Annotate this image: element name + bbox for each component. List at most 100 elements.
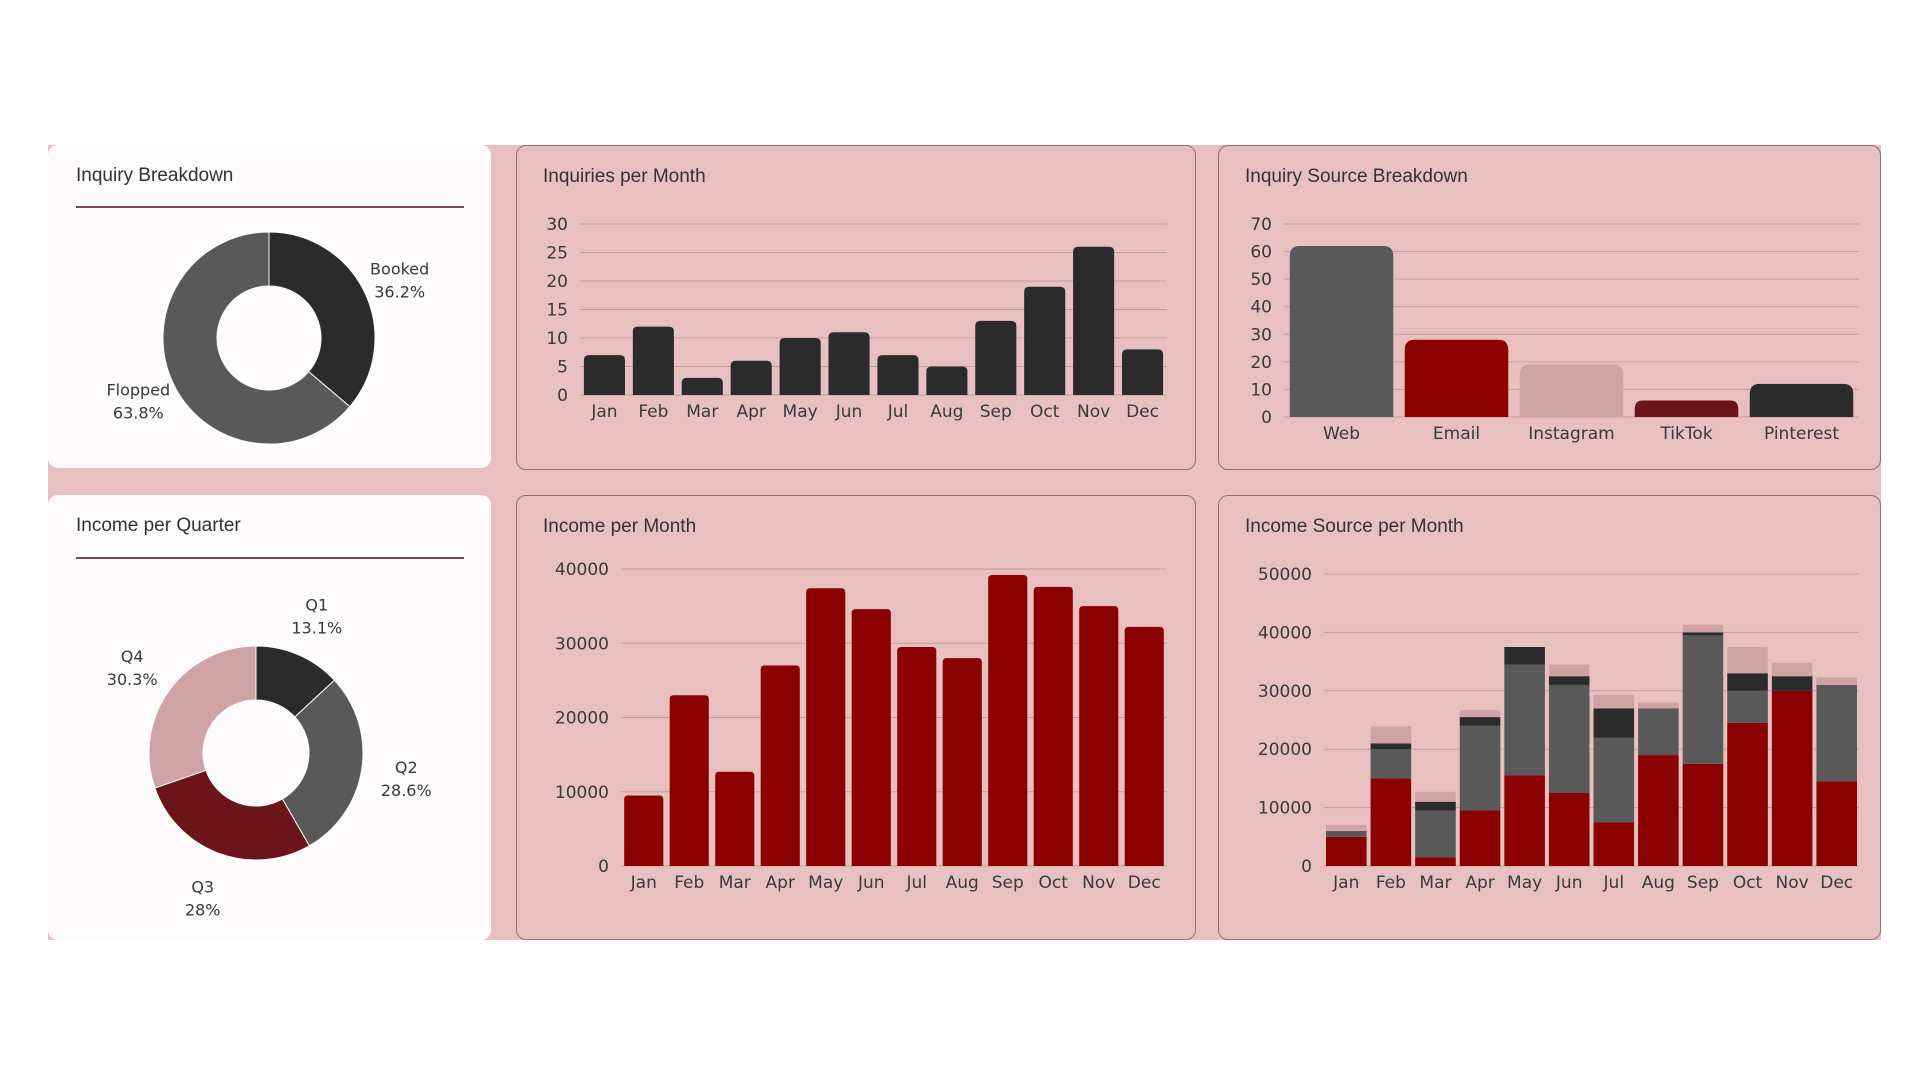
stacked-bar-segment — [1415, 801, 1456, 811]
bar — [779, 338, 821, 395]
stacked-bar-segment — [1771, 690, 1813, 866]
panel-title: Inquiry Source Breakdown — [1245, 166, 1468, 187]
stacked-bar-segment — [1727, 690, 1768, 723]
y-tick-label: 30000 — [1258, 682, 1312, 702]
slice-percent-label: 63.8% — [113, 403, 164, 422]
bar — [942, 658, 982, 866]
title-divider — [76, 206, 464, 208]
x-tick-label: Jul — [905, 873, 927, 893]
donut-slice — [154, 769, 310, 861]
bar — [877, 355, 919, 395]
bar — [1079, 606, 1119, 866]
bar — [1289, 246, 1394, 417]
bar — [988, 574, 1028, 866]
x-tick-label: Jul — [887, 402, 909, 422]
x-tick-label: Aug — [1642, 873, 1675, 893]
stacked-bar-segment — [1504, 647, 1545, 665]
x-tick-label: Jan — [590, 402, 617, 422]
x-tick-label: Mar — [1419, 873, 1451, 893]
bar — [926, 366, 968, 395]
bar — [730, 360, 772, 395]
stacked-bar-segment — [1326, 836, 1367, 866]
y-tick-label: 20 — [546, 272, 568, 292]
bar — [760, 665, 800, 866]
stacked-bar-segment — [1593, 822, 1635, 866]
stacked-bar-segment — [1548, 676, 1590, 685]
x-tick-label: Sep — [1687, 873, 1719, 893]
bar — [1124, 626, 1164, 866]
x-tick-label: Pinterest — [1764, 424, 1839, 444]
stacked-bar-segment — [1504, 775, 1545, 866]
slice-percent-label: 28% — [185, 900, 221, 919]
x-tick-label: Nov — [1077, 402, 1110, 422]
inquiry-breakdown-panel: Inquiry Breakdown Booked 36.2% Flopped 63.8… — [48, 145, 491, 468]
x-tick-label: Aug — [946, 873, 979, 893]
y-tick-label: 0 — [1301, 857, 1312, 877]
income-source-month-chart: 0 10000 20000 30000 40000 50000 Jan Feb Mar Apr Ma… — [1258, 565, 1859, 893]
bar — [975, 320, 1017, 395]
stacked-bar-segment — [1548, 684, 1590, 793]
x-tick-label: May — [808, 873, 843, 893]
x-tick-label: Apr — [766, 873, 795, 893]
bar — [851, 609, 891, 866]
bar — [632, 326, 674, 395]
slice-label: Q3 — [191, 877, 214, 896]
y-tick-label: 40 — [1250, 298, 1272, 318]
x-tick-label: Email — [1433, 424, 1480, 444]
bar — [897, 646, 937, 866]
inquiry-breakdown-donut: Booked 36.2% Flopped 63.8% — [106, 231, 429, 445]
stacked-bar-segment — [1727, 647, 1768, 674]
inquiry-source-panel: Inquiry Source Breakdown 0 10 20 30 40 50 60 70… — [1218, 145, 1881, 470]
panel-title: Inquiries per Month — [543, 166, 706, 187]
x-tick-label: Oct — [1030, 402, 1060, 422]
x-tick-label: Jan — [630, 873, 657, 893]
income-per-month-panel: Income per Month 0 10000 20000 30000 40000 Ja… — [516, 495, 1196, 940]
stacked-bar-segment — [1682, 624, 1724, 633]
bar — [583, 355, 626, 395]
slice-percent-label: 36.2% — [374, 283, 425, 302]
title-divider — [76, 557, 464, 559]
stacked-bar-segment — [1682, 763, 1724, 866]
y-tick-label: 0 — [557, 386, 568, 406]
stacked-bar-segment — [1415, 810, 1456, 858]
y-tick-label: 10000 — [1258, 799, 1312, 819]
inquiries-per-month-panel: Inquiries per Month 0 5 10 15 20 25 30 Jan Feb Ma… — [516, 145, 1196, 470]
y-tick-label: 10 — [546, 329, 568, 349]
slice-label: Q1 — [305, 596, 328, 615]
x-tick-label: Jul — [1603, 873, 1625, 893]
y-tick-label: 50 — [1250, 270, 1272, 290]
y-tick-label: 50000 — [1258, 565, 1312, 585]
bar — [1749, 383, 1854, 417]
stacked-bar-segment — [1816, 684, 1857, 782]
y-tick-label: 40000 — [1258, 623, 1312, 643]
stacked-bar-segment — [1816, 677, 1857, 685]
x-tick-label: Apr — [736, 402, 765, 422]
inquiries-per-month-chart: 0 5 10 15 20 25 30 Jan Feb Mar Apr May Jun Jul Aug Sep O… — [546, 215, 1167, 422]
stacked-bar-segment — [1370, 743, 1412, 750]
slice-percent-label: 28.6% — [381, 781, 432, 800]
x-tick-label: Dec — [1126, 402, 1159, 422]
bar — [1121, 349, 1164, 395]
x-tick-label: Feb — [638, 402, 668, 422]
donut-slice — [268, 231, 376, 408]
stacked-bar-segment — [1370, 778, 1412, 866]
bar — [715, 771, 755, 866]
slice-label: Flopped — [106, 380, 170, 399]
stacked-bar-segment — [1326, 825, 1367, 831]
x-tick-label: Sep — [980, 402, 1012, 422]
stacked-bar-segment — [1682, 632, 1724, 636]
y-tick-label: 30 — [546, 215, 568, 235]
x-tick-label: Sep — [992, 873, 1024, 893]
bar — [1073, 246, 1115, 395]
y-tick-label: 25 — [546, 244, 568, 264]
x-tick-label: TikTok — [1659, 424, 1712, 444]
y-tick-label: 20000 — [555, 709, 609, 729]
y-tick-label: 20000 — [1258, 740, 1312, 760]
panel-title: Inquiry Breakdown — [76, 165, 234, 186]
stacked-bar-segment — [1593, 737, 1635, 823]
stacked-bar-segment — [1727, 722, 1768, 866]
stacked-bar-segment — [1727, 673, 1768, 691]
stacked-bar-segment — [1816, 781, 1857, 866]
y-tick-label: 10 — [1250, 380, 1272, 400]
x-tick-label: May — [1507, 873, 1542, 893]
